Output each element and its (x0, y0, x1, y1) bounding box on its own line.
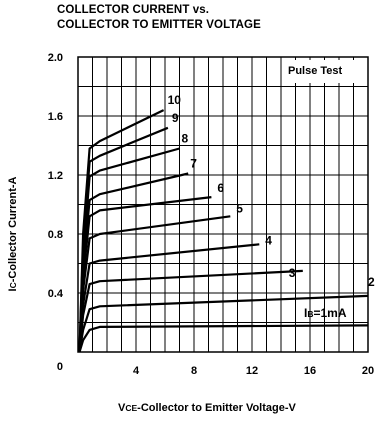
curve-label-8: 8 (182, 132, 189, 146)
curve-label-3: 3 (289, 266, 296, 280)
curve-label-10: 10 (168, 93, 182, 107)
x-tick-label: 8 (191, 365, 197, 377)
curve-label-2: 2 (368, 275, 375, 289)
y-tick-label: 2.0 (48, 52, 63, 64)
ib-label-rest: =1mA (313, 306, 347, 320)
curve-label-7: 7 (190, 157, 197, 171)
x-label-prefix: V (118, 402, 126, 414)
plot-frame (77, 56, 369, 353)
x-tick-label: 4 (133, 365, 140, 377)
y-tick-label: 0.8 (48, 229, 63, 241)
x-label-sub: CE (125, 403, 138, 413)
ib-1ma-label: IB=1mA (304, 306, 347, 320)
x-tick-label: 20 (362, 365, 374, 377)
curve-ib-1 (78, 324, 369, 353)
x-tick-label: 12 (246, 365, 258, 377)
curve-ib-4 (78, 243, 260, 353)
curve-label-5: 5 (236, 201, 243, 215)
curve-label-9: 9 (172, 111, 179, 125)
y-tick-label: 1.6 (48, 111, 63, 123)
curve-ib-10 (78, 109, 165, 353)
y-tick-label: 1.2 (48, 170, 63, 182)
curve-ib-3 (78, 269, 303, 353)
x-tick-label: 16 (304, 365, 316, 377)
ib-label-prefix: I (304, 306, 308, 320)
curve-label-4: 4 (265, 233, 272, 247)
curve-ib-6 (78, 196, 212, 353)
curve-label-6: 6 (217, 181, 224, 195)
x-label-rest: -Collector to Emitter Voltage-V (137, 402, 296, 414)
x-axis-label: VCE-Collector to Emitter Voltage-V (118, 402, 296, 414)
chart-title-line2: COLLECTOR TO EMITTER VOLTAGE (57, 19, 261, 31)
pulse-test-annotation: Pulse Test (288, 65, 343, 77)
chart-title-line1: COLLECTOR CURRENT vs. (57, 4, 210, 16)
ib-label-sub: B (307, 309, 314, 319)
origin-label: 0 (57, 361, 63, 373)
annotation-background (283, 60, 367, 83)
curve-ib-5 (78, 215, 231, 353)
y-tick-label: 0.4 (48, 288, 64, 300)
